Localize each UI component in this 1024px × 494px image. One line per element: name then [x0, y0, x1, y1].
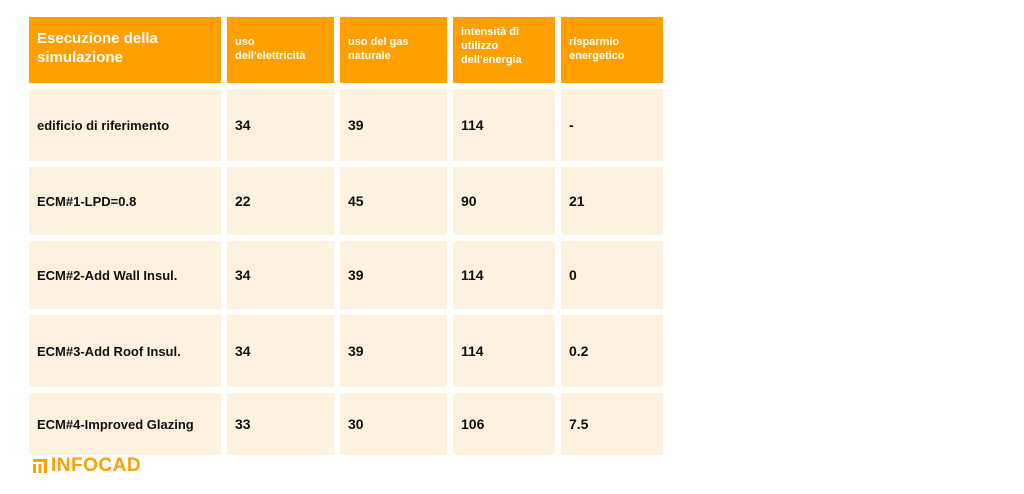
- table-cell: 114: [453, 89, 555, 161]
- header-simulation-run: Esecuzione della simulazione: [29, 17, 221, 83]
- table-cell: 30: [340, 393, 447, 455]
- table-cell: 0.2: [561, 315, 663, 387]
- header-gas-use: uso del gas naturale: [340, 17, 447, 83]
- table-cell: -: [561, 89, 663, 161]
- header-electricity-use: uso dell'elettricità: [227, 17, 334, 83]
- table-cell: 0: [561, 241, 663, 309]
- table-cell: 22: [227, 167, 334, 235]
- table-cell: 34: [227, 241, 334, 309]
- infocad-logo: INFOCAD: [33, 455, 141, 477]
- header-energy-use-intensity: intensità di utilizzo dell'energia: [453, 17, 555, 83]
- table-row-label: ECM#3-Add Roof Insul.: [29, 315, 221, 387]
- header-energy-savings: risparmio energetico: [561, 17, 663, 83]
- infocad-logo-icon: [33, 459, 47, 473]
- table-row-label: edificio di riferimento: [29, 89, 221, 161]
- table-cell: 33: [227, 393, 334, 455]
- table-cell: 34: [227, 89, 334, 161]
- table-cell: 90: [453, 167, 555, 235]
- table-cell: 7.5: [561, 393, 663, 455]
- table-cell: 39: [340, 315, 447, 387]
- table-cell: 34: [227, 315, 334, 387]
- table-row-label: ECM#1-LPD=0.8: [29, 167, 221, 235]
- table-row-label: ECM#2-Add Wall Insul.: [29, 241, 221, 309]
- table-row-label: ECM#4-Improved Glazing: [29, 393, 221, 455]
- table-cell: 114: [453, 241, 555, 309]
- brand-name: INFOCAD: [51, 455, 142, 476]
- table-cell: 21: [561, 167, 663, 235]
- table-cell: 106: [453, 393, 555, 455]
- table-cell: 45: [340, 167, 447, 235]
- table-cell: 114: [453, 315, 555, 387]
- table-cell: 39: [340, 89, 447, 161]
- simulation-results-table: Esecuzione della simulazione uso dell'el…: [29, 17, 663, 455]
- table-cell: 39: [340, 241, 447, 309]
